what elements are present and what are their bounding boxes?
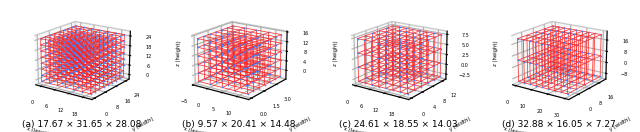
Text: (a) 17.67 × 31.65 × 28.08: (a) 17.67 × 31.65 × 28.08 — [22, 120, 141, 129]
X-axis label: x (length): x (length) — [503, 126, 529, 132]
Y-axis label: y (width): y (width) — [609, 116, 632, 132]
Text: (d) 32.88 × 16.05 × 7.27: (d) 32.88 × 16.05 × 7.27 — [502, 120, 615, 129]
Text: (b) 9.57 × 20.41 × 14.48: (b) 9.57 × 20.41 × 14.48 — [182, 120, 295, 129]
X-axis label: x (length): x (length) — [343, 126, 369, 132]
X-axis label: x (length): x (length) — [26, 126, 52, 132]
X-axis label: x (length): x (length) — [183, 126, 209, 132]
Text: (c) 24.61 × 18.55 × 14.03: (c) 24.61 × 18.55 × 14.03 — [339, 120, 458, 129]
Y-axis label: y (width): y (width) — [289, 116, 312, 132]
Y-axis label: y (width): y (width) — [449, 116, 472, 132]
Y-axis label: y (width): y (width) — [132, 116, 155, 132]
